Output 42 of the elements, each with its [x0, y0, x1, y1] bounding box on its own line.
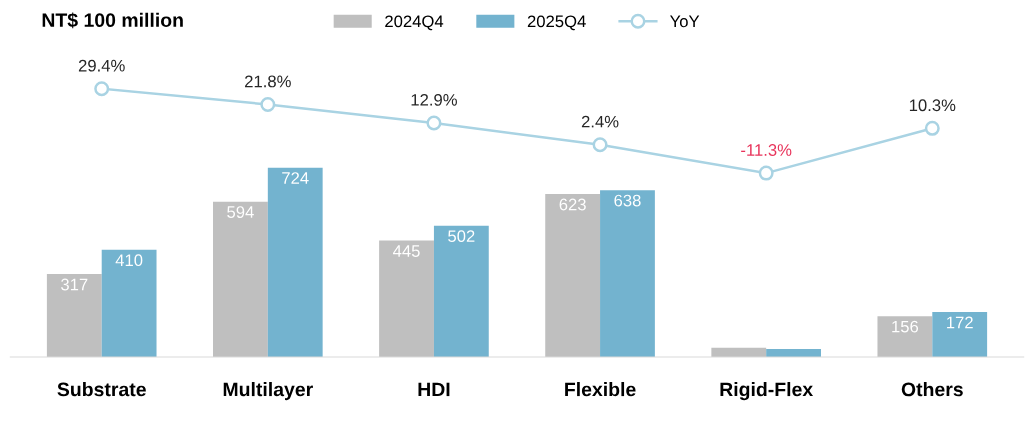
- data-label: 594: [227, 206, 254, 218]
- chart-title: NT$ 100 million: [42, 12, 183, 29]
- data-label: 317: [61, 278, 88, 291]
- bar: [932, 312, 988, 357]
- x-tick-label: Multilayer: [223, 382, 313, 401]
- point: [924, 120, 940, 136]
- x-tick-label: Others: [901, 382, 963, 397]
- data-label: 724: [282, 172, 309, 184]
- x-tick-label: Substrate: [57, 382, 146, 397]
- point: [426, 115, 442, 131]
- data-label: 2.4%: [581, 115, 619, 128]
- bar: [379, 240, 434, 357]
- bar: [545, 194, 601, 357]
- data-label: 502: [448, 230, 475, 243]
- legend-label: YoY: [670, 15, 700, 28]
- data-label: 445: [393, 245, 420, 257]
- x-tick-label: Rigid-Flex: [720, 382, 814, 401]
- data-label: 623: [559, 198, 586, 211]
- data-label: -11.3%: [741, 144, 792, 156]
- data-label: 172: [947, 316, 973, 329]
- data-label: 21.8%: [245, 75, 291, 88]
- point: [94, 81, 110, 97]
- bar: [600, 190, 655, 357]
- data-label: 638: [614, 194, 641, 207]
- point: [758, 165, 774, 181]
- data-label: 12.9%: [411, 93, 457, 106]
- data-label: 10.3%: [909, 99, 956, 112]
- x-tick-label: HDI: [418, 382, 450, 397]
- bar: [213, 201, 268, 357]
- point: [592, 137, 608, 153]
- bar: [46, 274, 102, 357]
- bar: [433, 225, 489, 357]
- data-label: 410: [115, 254, 143, 267]
- x-tick-label: Flexible: [565, 382, 636, 397]
- bar: [267, 167, 323, 357]
- data-label: 156: [892, 320, 919, 333]
- data-label: 29.4%: [78, 59, 125, 72]
- legend-label: 2024Q4: [385, 15, 444, 31]
- point: [260, 96, 276, 112]
- bar: [101, 249, 157, 357]
- legend-label: 2025Q4: [527, 15, 586, 31]
- bar: [877, 316, 933, 357]
